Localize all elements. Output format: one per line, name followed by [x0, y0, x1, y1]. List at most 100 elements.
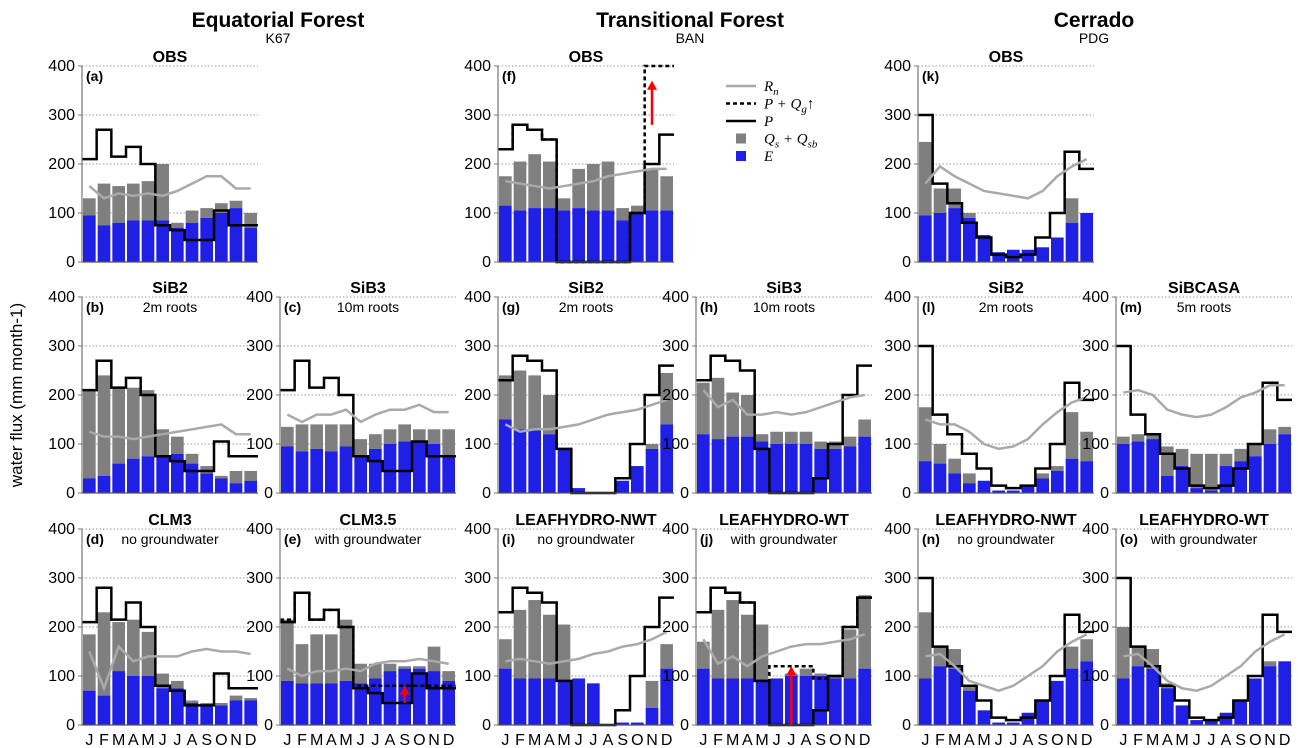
y-tick-label: 200 [662, 619, 689, 636]
y-tick-label: 200 [246, 387, 273, 404]
bar-evaporation [185, 702, 199, 725]
bar-evaporation [1080, 661, 1093, 725]
bar-runoff [127, 619, 140, 676]
y-tick-label: 200 [884, 156, 911, 173]
bar-evaporation [156, 220, 169, 262]
y-tick-label: 200 [1082, 619, 1109, 636]
bar-runoff [310, 424, 323, 449]
line-precipitation [918, 113, 1094, 259]
bar-evaporation [83, 478, 96, 493]
bar-runoff [295, 644, 309, 684]
bar-evaporation [156, 456, 169, 493]
bar-runoff [513, 370, 527, 430]
panel-model-title: SiB2 [988, 280, 1024, 297]
month-tick-label: O [215, 732, 227, 748]
y-tick-label: 400 [662, 289, 689, 306]
legend-label-sub: s [775, 139, 779, 151]
y-tick-label: 100 [884, 668, 911, 685]
month-tick-label: F [297, 732, 307, 748]
panel-model-title: SiBCASA [1168, 280, 1240, 297]
month-tick-label: M [528, 732, 541, 748]
bar-evaporation [156, 688, 169, 725]
panel-subtitle: with groundwater [1150, 531, 1258, 547]
bar-evaporation [354, 456, 367, 493]
bar-evaporation [229, 208, 243, 262]
bar-evaporation [499, 205, 512, 262]
bar-evaporation [1278, 661, 1291, 725]
y-tick-label: 100 [464, 436, 491, 453]
bar-runoff [1080, 639, 1093, 662]
month-tick-label: A [128, 732, 139, 748]
bar-runoff [843, 629, 857, 679]
bar-evaporation [442, 680, 455, 725]
month-tick-label: F [935, 732, 945, 748]
y-tick-label: 100 [48, 205, 75, 222]
bar-runoff [843, 436, 857, 447]
y-tick-label: 0 [1100, 717, 1109, 734]
panel-letter: (l) [922, 299, 935, 315]
bar-evaporation [1131, 441, 1145, 493]
y-tick-label: 0 [680, 717, 689, 734]
month-tick-label: J [159, 732, 167, 748]
bar-runoff [755, 434, 769, 442]
y-tick-label: 0 [66, 485, 75, 502]
bar-runoff [948, 458, 961, 474]
y-tick-label: 400 [246, 521, 273, 538]
panel-model-title: OBS [569, 49, 604, 66]
bar-evaporation [741, 678, 754, 725]
bar-runoff [557, 198, 571, 211]
bar-evaporation [933, 463, 947, 493]
bar-evaporation [325, 451, 338, 493]
bar-runoff [1278, 426, 1291, 435]
bar-runoff [1175, 448, 1189, 467]
line-net-radiation [924, 157, 1088, 200]
bar-runoff [919, 407, 932, 462]
line-precipitation [1116, 576, 1292, 722]
month-tick-label: A [603, 732, 614, 748]
y-tick-label: 0 [66, 717, 75, 734]
bar-runoff [171, 436, 184, 454]
bar-evaporation [1146, 668, 1159, 725]
legend-label-tail: + Q [779, 132, 808, 148]
panel-subtitle: 2m roots [143, 299, 197, 315]
bar-runoff [814, 441, 827, 449]
bar-runoff [660, 372, 673, 425]
y-tick-label: 0 [482, 717, 491, 734]
y-tick-label: 100 [246, 436, 273, 453]
bar-evaporation [171, 453, 184, 493]
bar-runoff [215, 203, 228, 213]
panel-model-title: OBS [153, 49, 188, 66]
bar-evaporation [814, 448, 827, 493]
bar-evaporation [1065, 222, 1079, 262]
bar-runoff [858, 419, 871, 437]
bar-evaporation [616, 220, 629, 262]
bar-evaporation [310, 448, 323, 493]
bar-runoff [933, 188, 947, 213]
bar-runoff [383, 429, 397, 444]
bar-evaporation [1146, 439, 1159, 493]
panel-subtitle: 5m roots [1177, 299, 1231, 315]
bar-runoff [427, 646, 441, 672]
bar-evaporation [660, 210, 673, 262]
month-tick-label: J [773, 732, 781, 748]
bar-evaporation [1249, 456, 1262, 493]
line-net-radiation [1123, 383, 1285, 419]
bar-runoff [244, 698, 257, 701]
bar-evaporation [557, 210, 571, 262]
bar-evaporation [963, 217, 976, 262]
bar-runoff [557, 624, 571, 681]
line-net-radiation [924, 396, 1088, 451]
month-tick-label: J [1009, 732, 1017, 748]
bar-runoff [97, 612, 111, 696]
bar-evaporation [442, 456, 455, 493]
y-tick-label: 300 [246, 338, 273, 355]
bar-evaporation [933, 666, 947, 725]
bar-runoff [1117, 627, 1130, 679]
bar-runoff [645, 680, 659, 708]
month-tick-label: N [1264, 732, 1276, 748]
bar-runoff [413, 666, 426, 669]
y-tick-label: 400 [464, 58, 491, 75]
y-tick-label: 100 [464, 668, 491, 685]
